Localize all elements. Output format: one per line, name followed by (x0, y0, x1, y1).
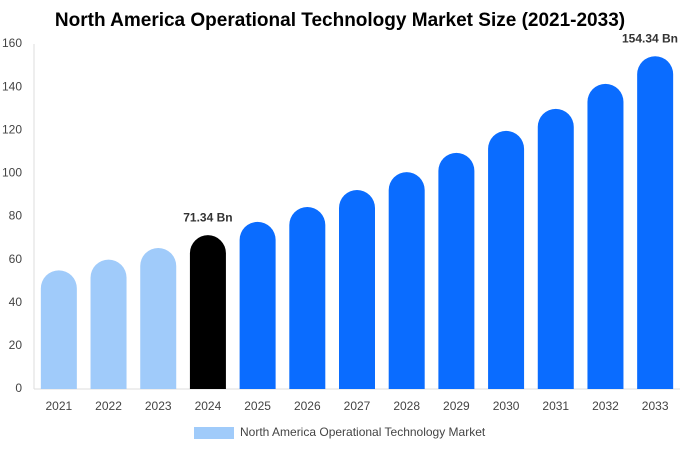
y-tick-label: 20 (9, 338, 23, 352)
value-label: 154.34 Bn (622, 31, 678, 45)
bar (587, 83, 624, 389)
legend-swatch (194, 427, 234, 439)
bar (339, 189, 375, 389)
y-tick-label: 40 (9, 295, 23, 309)
x-tick-label: 2023 (145, 399, 172, 413)
x-tick-label: 2029 (443, 399, 470, 413)
bar (438, 152, 475, 389)
x-tick-label: 2028 (393, 399, 420, 413)
bar (537, 108, 574, 389)
x-tick-label: 2031 (542, 399, 569, 413)
y-tick-label: 80 (9, 209, 23, 223)
y-tick-label: 0 (15, 381, 22, 395)
y-tick-label: 140 (2, 79, 22, 93)
bar (637, 56, 674, 390)
y-tick-label: 160 (2, 36, 22, 50)
x-tick-label: 2022 (95, 399, 122, 413)
chart-title: North America Operational Technology Mar… (55, 10, 625, 31)
x-tick-label: 2024 (195, 399, 222, 413)
bar (189, 235, 226, 389)
bar (289, 207, 326, 389)
value-label: 71.34 Bn (183, 210, 232, 224)
x-tick-label: 2030 (493, 399, 520, 413)
x-tick-label: 2021 (45, 399, 72, 413)
y-tick-label: 100 (2, 166, 22, 180)
y-tick-label: 120 (2, 122, 22, 136)
x-tick-label: 2032 (592, 399, 619, 413)
bar (140, 247, 177, 389)
legend-label: North America Operational Technology Mar… (240, 425, 486, 439)
bar (239, 221, 276, 389)
bar (388, 172, 425, 389)
x-tick-label: 2033 (642, 399, 669, 413)
bar (90, 259, 127, 389)
bar (488, 130, 525, 389)
bar (40, 270, 77, 389)
x-tick-label: 2025 (244, 399, 271, 413)
x-tick-label: 2026 (294, 399, 321, 413)
y-tick-label: 60 (9, 252, 23, 266)
x-tick-label: 2027 (344, 399, 371, 413)
